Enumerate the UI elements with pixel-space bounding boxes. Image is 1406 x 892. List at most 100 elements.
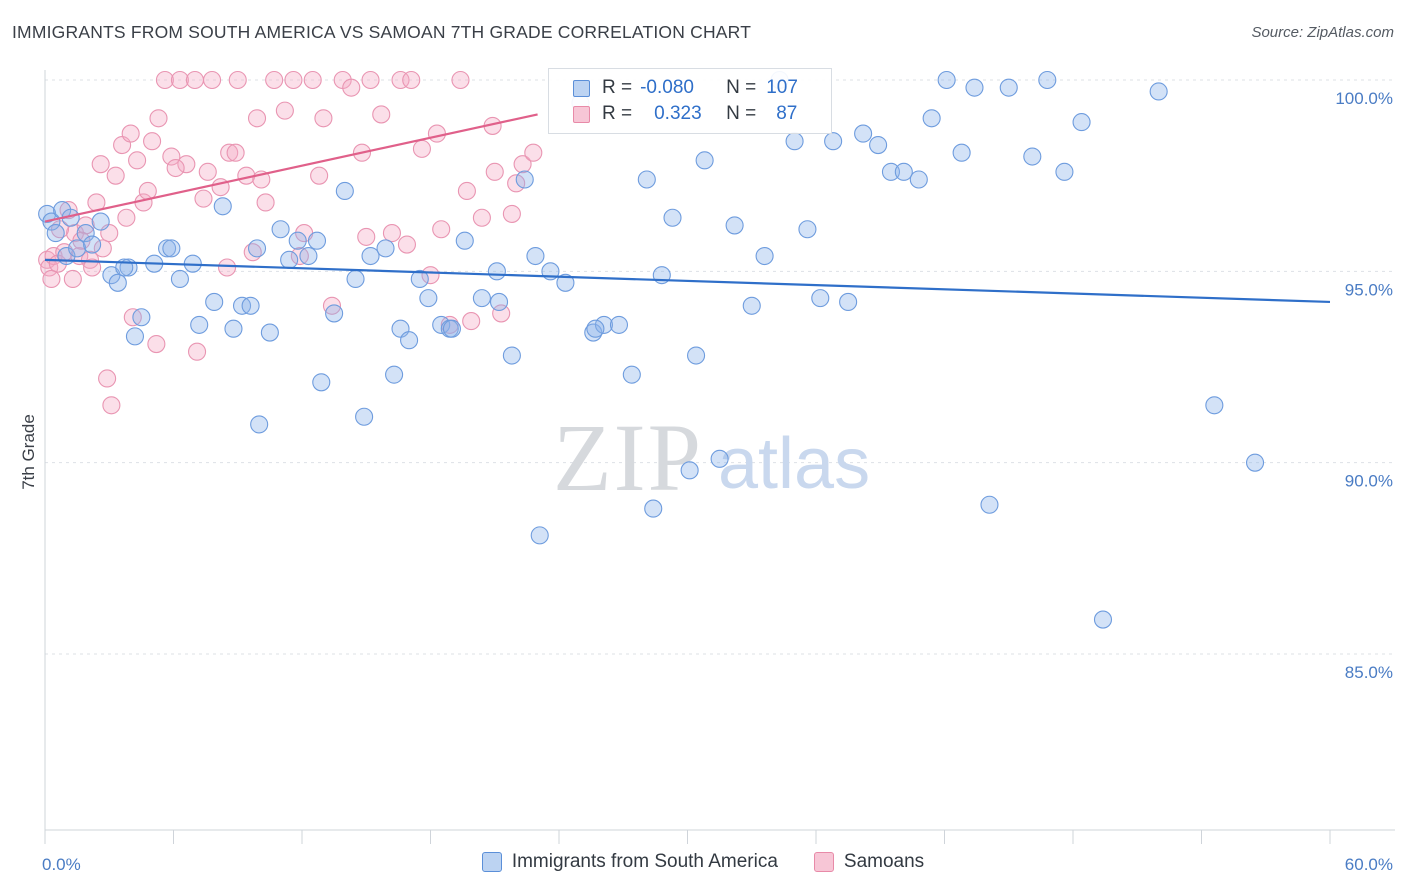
- series-legend-item-pink[interactable]: Samoans: [813, 851, 925, 873]
- data-point-pink: [397, 235, 416, 254]
- data-point-pink: [432, 220, 451, 239]
- data-point-blue: [419, 289, 438, 308]
- data-point-blue: [526, 246, 545, 266]
- data-point-pink: [102, 396, 121, 415]
- data-point-pink: [322, 296, 342, 315]
- series-label-pink: Samoans: [843, 851, 925, 872]
- data-point-blue: [1055, 162, 1074, 181]
- data-point-blue: [108, 273, 127, 292]
- data-point-blue: [455, 231, 474, 250]
- data-point-pink: [513, 155, 532, 174]
- y-tick-label: 95.0%: [1345, 280, 1393, 299]
- data-point-pink: [256, 193, 275, 212]
- data-point-blue: [132, 308, 151, 327]
- data-point-pink: [421, 266, 440, 285]
- data-point-blue: [1072, 113, 1091, 132]
- data-point-blue: [410, 269, 429, 289]
- legend-r-value: -0.080: [640, 77, 694, 98]
- data-point-blue: [1149, 82, 1168, 101]
- data-point-pink: [220, 143, 239, 162]
- data-point-blue: [622, 365, 641, 384]
- data-point-pink: [93, 239, 112, 258]
- data-point-blue: [170, 269, 189, 289]
- chart-title: IMMIGRANTS FROM SOUTH AMERICA VS SAMOAN …: [12, 22, 752, 42]
- data-point-pink: [457, 181, 476, 201]
- data-point-pink: [502, 204, 521, 223]
- data-point-blue: [346, 269, 365, 289]
- x-tick-label: 0.0%: [42, 855, 81, 874]
- data-point-pink: [149, 109, 168, 128]
- data-point-blue: [442, 319, 461, 338]
- data-point-blue: [952, 143, 971, 162]
- data-point-blue: [894, 162, 913, 181]
- series-swatch-blue: [481, 852, 502, 872]
- data-point-pink: [472, 208, 491, 227]
- grid-lines: [45, 79, 1395, 655]
- data-point-blue: [260, 323, 279, 342]
- data-point-blue: [530, 526, 549, 545]
- data-point-pink: [265, 70, 284, 90]
- data-point-blue: [489, 292, 509, 311]
- data-point-blue: [515, 170, 534, 189]
- data-point-blue: [637, 170, 656, 189]
- data-point-blue: [502, 346, 521, 365]
- data-point-blue: [1038, 70, 1057, 90]
- data-point-pink: [427, 124, 446, 143]
- data-point-blue: [742, 296, 761, 315]
- y-tick-label: 90.0%: [1345, 472, 1393, 491]
- data-point-blue: [725, 216, 744, 235]
- data-point-pink: [412, 139, 431, 158]
- data-point-blue: [125, 327, 144, 346]
- data-point-pink: [177, 155, 196, 174]
- y-tick-labels: 100.0% 95.0% 90.0% 85.0%: [1335, 89, 1393, 682]
- watermark-atlas: atlas: [718, 424, 870, 504]
- axes: [44, 70, 1395, 844]
- data-point-blue: [213, 197, 232, 216]
- data-point-blue: [710, 449, 729, 468]
- data-point-pink: [314, 109, 333, 128]
- data-point-blue: [695, 151, 714, 170]
- data-point-pink: [361, 70, 380, 90]
- data-point-pink: [42, 269, 61, 289]
- data-point-pink: [91, 155, 110, 174]
- data-point-pink: [194, 189, 213, 208]
- data-point-blue: [288, 231, 307, 250]
- legend-n-value: 87: [776, 103, 798, 124]
- data-point-pink: [162, 147, 181, 166]
- x-tick-labels: 0.0% 60.0%: [42, 855, 1393, 874]
- data-point-blue: [241, 296, 260, 315]
- data-point-pink: [310, 166, 329, 185]
- data-point-blue: [811, 289, 830, 308]
- data-point-blue: [922, 109, 941, 128]
- data-point-blue: [755, 246, 774, 266]
- data-point-blue: [250, 415, 269, 434]
- data-point-blue: [980, 495, 999, 514]
- data-point-pink: [303, 70, 322, 90]
- data-point-blue: [162, 239, 181, 258]
- data-point-blue: [909, 170, 928, 189]
- data-point-pink: [382, 224, 402, 243]
- data-point-blue: [1205, 396, 1224, 415]
- data-point-pink: [275, 101, 294, 120]
- data-point-pink: [507, 174, 526, 193]
- data-point-pink: [462, 312, 481, 331]
- data-point-blue: [798, 220, 817, 239]
- data-point-pink: [203, 70, 222, 90]
- data-point-blue: [594, 315, 614, 334]
- data-point-pink: [372, 105, 391, 124]
- data-point-blue: [271, 220, 290, 239]
- data-point-blue: [869, 136, 888, 155]
- data-point-blue: [205, 292, 224, 311]
- watermark: ZIP atlas: [553, 404, 870, 511]
- data-point-blue: [76, 224, 95, 243]
- legend-row-pink: R = 0.323 N = 87: [573, 101, 797, 127]
- data-point-pink: [357, 227, 376, 246]
- data-point-pink: [492, 304, 511, 323]
- series-legend-item-blue[interactable]: Immigrants from South America: [481, 851, 778, 873]
- data-point-pink: [402, 70, 421, 90]
- data-point-pink: [247, 109, 267, 128]
- data-point-blue: [385, 365, 404, 384]
- data-point-blue: [663, 208, 682, 227]
- data-point-blue: [785, 132, 804, 151]
